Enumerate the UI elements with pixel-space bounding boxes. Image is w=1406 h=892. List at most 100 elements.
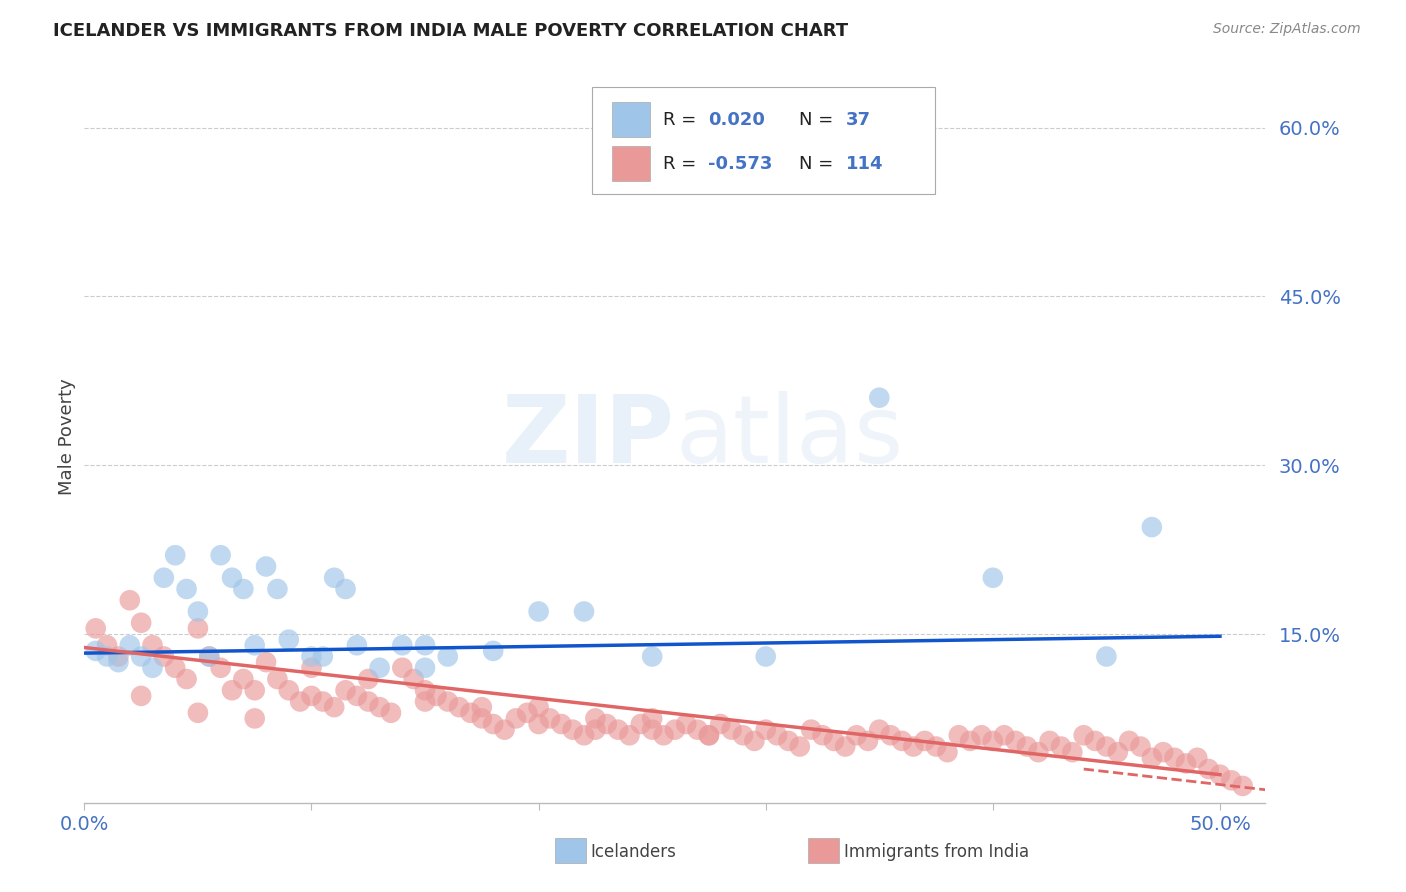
- Point: [277, 683, 299, 698]
- Point: [243, 711, 266, 725]
- Point: [413, 638, 436, 652]
- Point: [527, 717, 550, 731]
- Point: [254, 559, 277, 574]
- Text: atlas: atlas: [675, 391, 903, 483]
- Point: [572, 728, 595, 742]
- Text: 0.020: 0.020: [709, 111, 765, 128]
- Point: [449, 700, 471, 714]
- Point: [129, 689, 152, 703]
- Point: [527, 605, 550, 619]
- Point: [1050, 739, 1073, 754]
- Point: [335, 683, 357, 698]
- Point: [731, 728, 754, 742]
- Point: [709, 717, 731, 731]
- Point: [903, 739, 925, 754]
- Point: [1039, 734, 1062, 748]
- Point: [744, 734, 766, 748]
- Point: [368, 661, 391, 675]
- Point: [346, 689, 368, 703]
- Point: [925, 739, 948, 754]
- Point: [96, 649, 118, 664]
- Text: Icelanders: Icelanders: [591, 843, 676, 861]
- Point: [176, 672, 198, 686]
- Point: [641, 649, 664, 664]
- Point: [1140, 520, 1163, 534]
- Point: [583, 711, 606, 725]
- Point: [811, 728, 834, 742]
- Point: [1095, 649, 1118, 664]
- Point: [981, 734, 1004, 748]
- Point: [494, 723, 516, 737]
- Point: [1073, 728, 1095, 742]
- Point: [970, 728, 993, 742]
- Point: [596, 717, 619, 731]
- Point: [550, 717, 572, 731]
- Point: [1232, 779, 1254, 793]
- Point: [516, 706, 538, 720]
- Point: [129, 649, 152, 664]
- Point: [981, 571, 1004, 585]
- Point: [686, 723, 709, 737]
- Text: -0.573: -0.573: [709, 154, 772, 172]
- Point: [755, 723, 778, 737]
- Point: [697, 728, 720, 742]
- Point: [1140, 751, 1163, 765]
- Point: [118, 638, 141, 652]
- Point: [868, 723, 890, 737]
- Point: [209, 548, 232, 562]
- Point: [323, 571, 346, 585]
- Point: [868, 391, 890, 405]
- Point: [482, 644, 505, 658]
- Point: [176, 582, 198, 596]
- Text: ZIP: ZIP: [502, 391, 675, 483]
- Text: Immigrants from India: Immigrants from India: [844, 843, 1029, 861]
- Point: [914, 734, 936, 748]
- Point: [254, 655, 277, 669]
- Point: [1107, 745, 1129, 759]
- Point: [413, 683, 436, 698]
- Bar: [612, 146, 650, 181]
- Point: [209, 661, 232, 675]
- Point: [1015, 739, 1038, 754]
- Point: [301, 661, 323, 675]
- Point: [312, 694, 335, 708]
- Point: [165, 661, 187, 675]
- Point: [301, 689, 323, 703]
- Point: [391, 661, 413, 675]
- Point: [1209, 767, 1232, 781]
- Point: [1004, 734, 1026, 748]
- Text: N =: N =: [799, 111, 839, 128]
- Point: [312, 649, 335, 664]
- Point: [1163, 751, 1185, 765]
- Point: [652, 728, 675, 742]
- Point: [630, 717, 652, 731]
- Point: [879, 728, 901, 742]
- Point: [936, 745, 959, 759]
- Point: [834, 739, 856, 754]
- Text: R =: R =: [664, 154, 702, 172]
- Point: [335, 582, 357, 596]
- Point: [301, 649, 323, 664]
- Point: [84, 644, 107, 658]
- Text: N =: N =: [799, 154, 839, 172]
- Point: [413, 661, 436, 675]
- Point: [856, 734, 879, 748]
- Point: [129, 615, 152, 630]
- Point: [187, 605, 209, 619]
- Point: [572, 605, 595, 619]
- Point: [800, 723, 823, 737]
- Point: [720, 723, 742, 737]
- Point: [778, 734, 800, 748]
- Text: ICELANDER VS IMMIGRANTS FROM INDIA MALE POVERTY CORRELATION CHART: ICELANDER VS IMMIGRANTS FROM INDIA MALE …: [53, 22, 849, 40]
- Point: [346, 638, 368, 652]
- Point: [96, 638, 118, 652]
- Point: [243, 638, 266, 652]
- Point: [1026, 745, 1049, 759]
- Point: [664, 723, 686, 737]
- Point: [118, 593, 141, 607]
- Point: [425, 689, 447, 703]
- Point: [198, 649, 221, 664]
- Point: [482, 717, 505, 731]
- Point: [766, 728, 789, 742]
- Point: [460, 706, 482, 720]
